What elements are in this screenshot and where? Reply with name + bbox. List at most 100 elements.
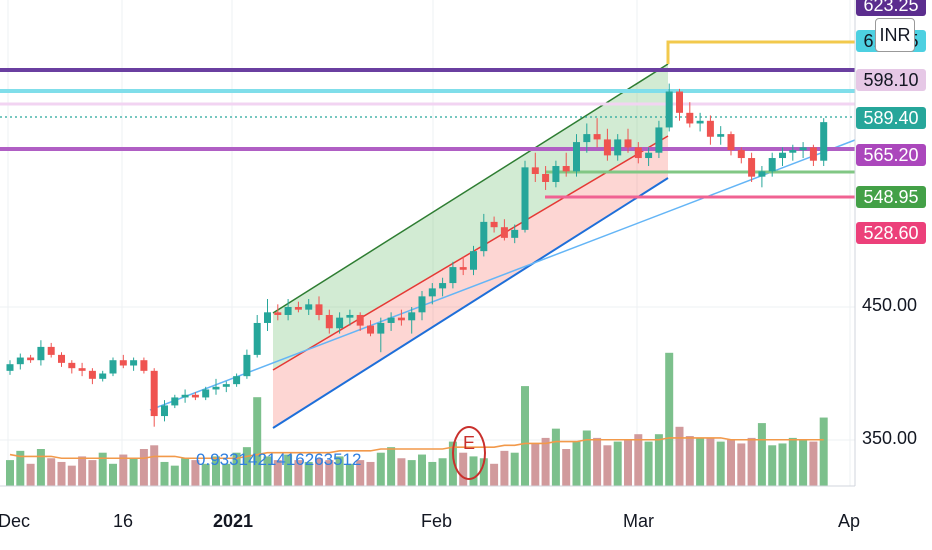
volume-bar bbox=[263, 456, 272, 486]
volume-bar bbox=[757, 423, 766, 486]
x-tick-2021: 2021 bbox=[213, 511, 254, 531]
volume-bar bbox=[284, 454, 293, 486]
volume-bar bbox=[356, 460, 365, 486]
volume-bar bbox=[345, 463, 354, 486]
x-tick-apr: Ap bbox=[838, 511, 861, 531]
volume-bar bbox=[366, 461, 375, 486]
candle-body bbox=[470, 251, 477, 270]
price-label-598-10: 598.10 bbox=[856, 69, 926, 91]
candle-body bbox=[779, 152, 786, 159]
candle-body bbox=[315, 304, 323, 315]
candle-body bbox=[253, 322, 261, 355]
volume-bar bbox=[109, 463, 117, 486]
volume-bar bbox=[119, 454, 128, 486]
candle-body bbox=[181, 394, 189, 398]
candle-body bbox=[428, 288, 436, 297]
volume-bar bbox=[490, 463, 499, 486]
volume-bar bbox=[325, 460, 334, 486]
candle-body bbox=[655, 127, 663, 153]
candle-body bbox=[583, 134, 591, 143]
candle-body bbox=[58, 354, 65, 363]
candle-body bbox=[161, 405, 168, 417]
candle-body bbox=[47, 346, 55, 355]
volume-bar bbox=[644, 441, 653, 486]
candle-body bbox=[645, 152, 653, 159]
volume-bar bbox=[716, 441, 725, 486]
volume-bar bbox=[809, 441, 818, 486]
candle-body bbox=[573, 142, 580, 172]
candle-body bbox=[305, 304, 313, 310]
volume-bar bbox=[78, 456, 87, 486]
candle-body bbox=[212, 386, 220, 390]
volume-bar bbox=[634, 434, 643, 486]
candle-body bbox=[696, 120, 704, 124]
candle-body bbox=[150, 370, 158, 417]
volume-bar bbox=[222, 463, 231, 486]
candle-body bbox=[78, 368, 86, 371]
volume-bar bbox=[428, 461, 437, 486]
volume-bar bbox=[819, 417, 828, 486]
volume-bar bbox=[6, 460, 14, 486]
candle-body bbox=[521, 167, 529, 230]
candle-body bbox=[68, 362, 76, 369]
volume-bar bbox=[788, 437, 797, 486]
candle-body bbox=[336, 317, 344, 329]
volume-bar bbox=[593, 437, 602, 486]
volume-bar bbox=[531, 443, 540, 486]
candle-body bbox=[367, 325, 374, 334]
candle-body bbox=[562, 166, 570, 172]
candle-body bbox=[294, 307, 302, 310]
volume-bar bbox=[747, 437, 756, 486]
candle-body bbox=[284, 307, 292, 315]
candle-body bbox=[820, 122, 828, 161]
volume-bar bbox=[562, 449, 571, 486]
candle-body bbox=[531, 167, 539, 174]
volume-bar bbox=[304, 461, 313, 486]
volume-bar bbox=[26, 463, 35, 486]
volume-bar bbox=[665, 352, 674, 486]
candle-body bbox=[676, 91, 683, 113]
volume-bar bbox=[129, 458, 138, 486]
candle-body bbox=[16, 357, 24, 365]
candle-body bbox=[439, 283, 447, 289]
candle-body bbox=[789, 150, 797, 153]
price-label-623-25: 623.25 bbox=[856, 0, 926, 16]
volume-bar bbox=[737, 443, 746, 486]
candle-body bbox=[140, 360, 148, 371]
volume-bar bbox=[98, 452, 107, 486]
candle-body bbox=[191, 394, 199, 398]
x-tick-mar: Mar bbox=[623, 511, 654, 531]
volume-bar bbox=[212, 456, 220, 486]
candle-body bbox=[109, 360, 117, 374]
volume-bar bbox=[500, 450, 509, 486]
candle-body bbox=[706, 120, 714, 137]
candle-body bbox=[758, 171, 766, 177]
volume-bar bbox=[521, 386, 529, 486]
volume-bar bbox=[191, 460, 200, 486]
candle-body bbox=[37, 346, 45, 361]
candle-body bbox=[88, 370, 96, 379]
channel-lower-fill bbox=[273, 136, 668, 428]
volume-bar bbox=[799, 439, 808, 486]
earnings-marker[interactable]: E bbox=[452, 426, 486, 480]
volume-bar bbox=[150, 445, 159, 486]
volume-bar bbox=[181, 458, 190, 486]
candle-body bbox=[130, 360, 138, 366]
volume-bar bbox=[438, 458, 447, 486]
candle-body bbox=[264, 312, 271, 323]
currency-button[interactable]: INR bbox=[875, 18, 915, 52]
y-tick-350: 350.00 bbox=[862, 428, 918, 448]
volume-bar bbox=[201, 463, 210, 486]
volume-bar bbox=[397, 458, 406, 486]
candle-body bbox=[542, 174, 550, 182]
volume-bar bbox=[582, 430, 591, 486]
candle-body bbox=[274, 312, 282, 315]
volume-bar bbox=[273, 460, 282, 486]
candle-body bbox=[799, 147, 807, 151]
volume-bar bbox=[418, 454, 426, 486]
candle-body bbox=[727, 134, 735, 151]
volume-bar bbox=[160, 461, 169, 486]
volume-bar bbox=[335, 456, 344, 486]
volume-bar bbox=[768, 445, 777, 486]
